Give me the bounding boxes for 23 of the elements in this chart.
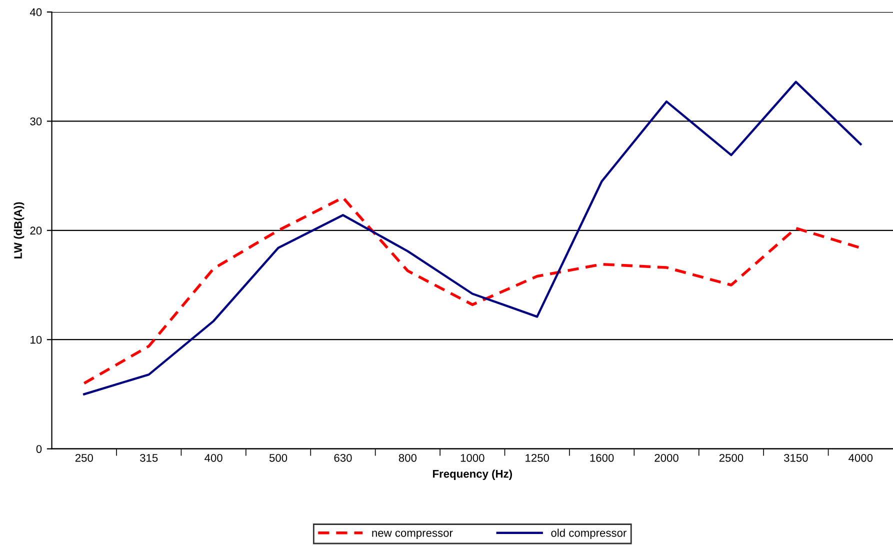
x-axis-title: Frequency (Hz): [433, 470, 512, 480]
x-tick-label: 400: [204, 454, 222, 462]
x-tick-label: 4000: [848, 454, 873, 462]
x-tick-label: 500: [269, 454, 288, 462]
x-tick-label: 2000: [654, 454, 678, 462]
x-tick-label: 3150: [784, 454, 808, 462]
y-tick-label: 10: [30, 336, 42, 344]
x-tick-label: 1000: [460, 454, 484, 462]
y-tick-label: 20: [30, 226, 42, 235]
x-tick-label: 1250: [526, 454, 550, 462]
y-tick-label: 0: [36, 445, 42, 453]
legend-label: new compressor: [372, 530, 453, 540]
x-tick-label: 630: [334, 454, 352, 462]
y-tick-label: 30: [30, 117, 42, 126]
line-series: [83, 80, 862, 396]
y-axis-title: LW (dB(A)): [14, 202, 24, 258]
y-tick-label: 40: [30, 8, 42, 16]
x-tick-label: 2500: [719, 454, 744, 462]
x-tick-label: 315: [140, 454, 158, 462]
x-tick-label: 1600: [590, 454, 614, 462]
x-tick-label: 800: [398, 454, 417, 462]
x-tick-label: 250: [75, 454, 93, 462]
legend-label: old compressor: [551, 528, 626, 540]
